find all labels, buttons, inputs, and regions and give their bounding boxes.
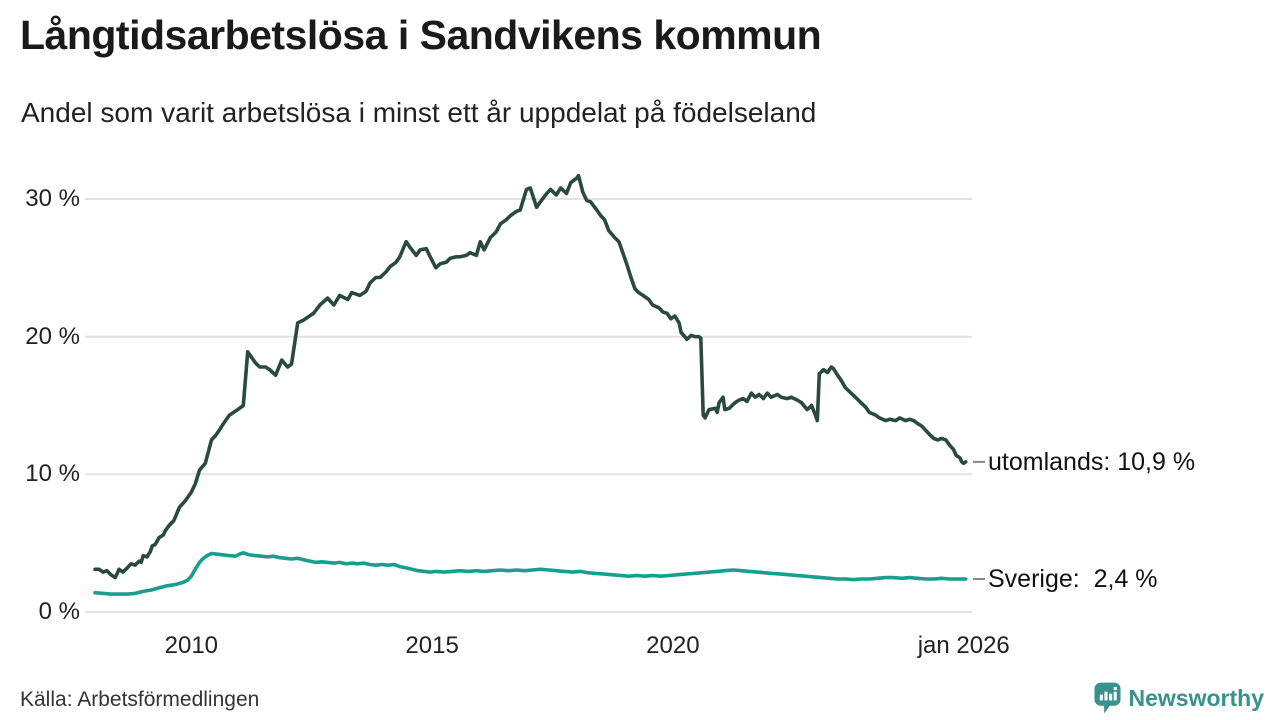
y-axis-tick-30: 30 % <box>25 185 80 212</box>
chart-subtitle: Andel som varit arbetslösa i minst ett å… <box>21 97 817 128</box>
x-axis-tick-2015: 2015 <box>405 632 459 659</box>
newsworthy-logo[interactable]: Newsworthy <box>1093 682 1264 714</box>
y-axis-tick-0: 0 % <box>38 598 80 625</box>
page-title: Långtidsarbetslösa i Sandvikens kommun <box>20 12 822 58</box>
source-note: Källa: Arbetsförmedlingen <box>20 688 260 711</box>
series-end-label-utomlands: utomlands: 10,9 % <box>988 447 1196 476</box>
newsworthy-pin-icon <box>1093 682 1121 714</box>
y-axis-tick-10: 10 % <box>25 460 80 488</box>
y-axis-tick-20: 20 % <box>25 322 80 350</box>
newsworthy-wordmark: Newsworthy <box>1128 684 1264 711</box>
x-axis-tick-2010: 2010 <box>164 632 219 659</box>
series-end-label-sverige: Sverige: 2,4 % <box>988 564 1158 593</box>
x-axis-tick-2020: 2020 <box>646 632 700 659</box>
x-axis-tick-jan-2026: jan 2026 <box>917 632 1010 659</box>
